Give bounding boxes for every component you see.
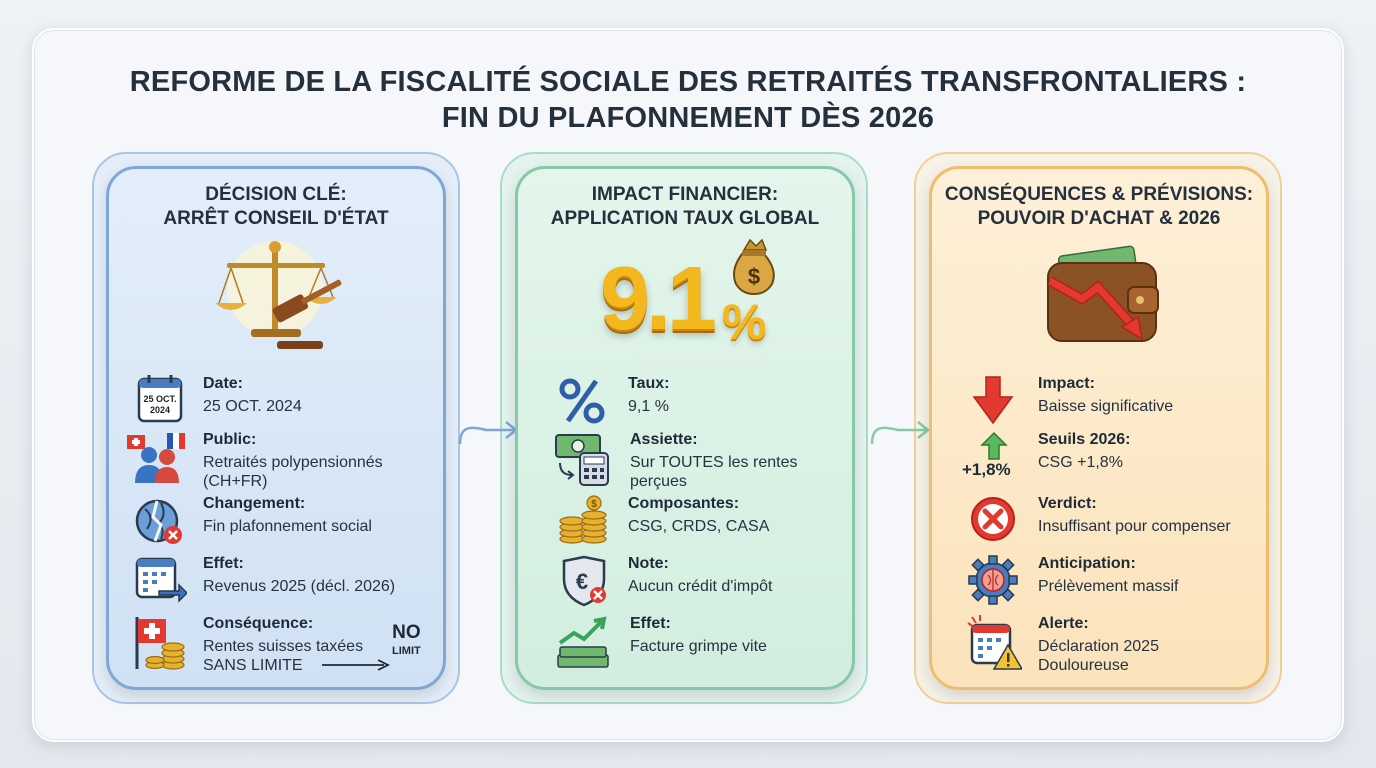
row-value: Fin plafonnement social [203,518,372,535]
banknote-calculator-icon [555,434,609,486]
panel-consequences: CONSÉQUENCES & PRÉVISIONS: POUVOIR D'ACH… [929,166,1269,690]
row-value: Baisse significative [1038,398,1174,415]
row-label: Note: [628,555,669,572]
csg-increase-label: +1,8% [962,460,1011,479]
row-label: Conséquence: [203,615,314,632]
row-value: Déclaration 2025 [1038,638,1159,655]
row-label: Taux: [628,375,670,392]
x-circle-icon [971,497,1015,541]
no-limit-subtext: LIMIT [392,645,421,657]
row-value: Sur TOUTES les rentes [630,454,798,471]
svg-text:$: $ [748,264,760,289]
row-value: Prélèvement massif [1038,578,1179,595]
row-label: Alerte: [1038,615,1089,632]
row-label: Effet: [203,555,244,572]
row-label: Effet: [630,615,671,632]
svg-text:$: $ [591,499,597,510]
big-rate-percent: % [722,294,767,350]
row-value: CSG +1,8% [1038,454,1123,471]
row-value-2: (CH+FR) [203,473,268,490]
panel-title-line2: ARRÊT CONSEIL D'ÉTAT [163,208,389,229]
row-value: Insuffisant pour compenser [1038,518,1231,535]
panel-title-line2: APPLICATION TAUX GLOBAL [550,208,820,229]
euro-shield-icon: € [562,555,606,607]
panel-title-line1: CONSÉQUENCES & PRÉVISIONS: [944,184,1254,205]
no-limit-text: NO [392,622,421,643]
row-value: Facture grimpe vite [630,638,767,655]
row-value-2: Douloureuse [1038,657,1129,674]
panel-impact: IMPACT FINANCIER: APPLICATION TAUX GLOBA… [515,166,855,690]
row-label: Seuils 2026: [1038,431,1131,448]
panel-title: DÉCISION CLÉ: ARRÊT CONSEIL D'ÉTAT [109,183,443,231]
panel-title: CONSÉQUENCES & PRÉVISIONS: POUVOIR D'ACH… [932,183,1266,231]
row-value-2: perçues [630,473,687,490]
no-limit-badge: NO LIMIT [392,622,421,658]
calendar-year: 2024 [150,405,170,415]
main-title-line1: REFORME DE LA FISCALITÉ SOCIALE DES RETR… [129,66,1247,98]
main-title-line2: FIN DU PLAFONNEMENT DÈS 2026 [441,102,935,134]
row-value: Revenus 2025 (décl. 2026) [203,578,396,595]
row-value: Retraités polypensionnés [203,454,383,471]
wallet-down-icon [1047,245,1159,342]
row-value-2: SANS LIMITE [203,657,303,674]
calendar-arrow-icon [135,557,187,603]
row-label: Verdict: [1038,495,1097,512]
arrow-down-icon [972,376,1014,425]
broken-globe-icon [135,499,182,544]
gear-brain-icon [968,555,1018,605]
scales-gavel-icon [215,241,342,349]
money-bag-icon: $ [733,238,775,296]
long-arrow-icon [322,659,391,671]
row-label: Public: [203,431,257,448]
row-label: Impact: [1038,375,1095,392]
calendar-icon: 25 OCT. 2024 [137,375,183,423]
panel-title: IMPACT FINANCIER: APPLICATION TAUX GLOBA… [518,183,852,231]
connector-arrow-2 [870,421,931,445]
row-value: 25 OCT. 2024 [203,398,302,415]
row-value: Aucun crédit d'impôt [628,578,773,595]
swiss-flag-coins-icon [135,617,185,670]
panel-title-line1: IMPACT FINANCIER: [591,184,779,205]
row-label: Date: [203,375,244,392]
row-value: Rentes suisses taxées [203,638,364,655]
calendar-warning-icon [967,615,1022,670]
row-label: Composantes: [628,495,740,512]
svg-text:€: € [576,569,588,594]
panel-title-line1: DÉCISION CLÉ: [205,184,347,205]
coins-stack-icon: $ [559,495,607,544]
big-rate-number: 9.1 [600,249,717,349]
row-label: Assiette: [630,431,698,448]
row-value: 9,1 % [628,398,669,415]
arrow-up-icon [980,431,1008,460]
main-title: REFORME DE LA FISCALITÉ SOCIALE DES RETR… [0,64,1376,136]
row-value: CSG, CRDS, CASA [628,518,770,535]
connector-arrow-1 [458,421,519,445]
people-flags-icon [127,433,185,483]
panel-title-line2: POUVOIR D'ACHAT & 2026 [977,208,1221,229]
row-label: Changement: [203,495,306,512]
panel-decision: DÉCISION CLÉ: ARRÊT CONSEIL D'ÉTAT 25 OC… [106,166,446,690]
row-label: Anticipation: [1038,555,1136,572]
cash-trend-icon [557,616,609,668]
calendar-day: 25 OCT. [143,394,176,404]
percent-icon [559,378,605,424]
